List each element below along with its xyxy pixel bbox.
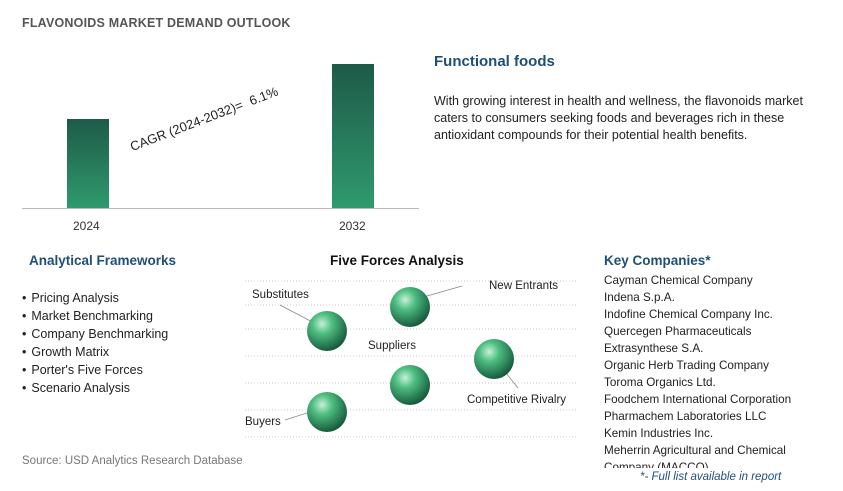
key-companies-list: Cayman Chemical Company Indena S.p.A. In…	[604, 272, 834, 468]
new-entrants-sphere	[390, 287, 430, 327]
list-item: Organic Herb Trading Company	[604, 359, 769, 372]
substitutes-sphere	[307, 311, 347, 351]
key-companies-title: Key Companies*	[604, 253, 711, 268]
bar-2032	[332, 64, 374, 208]
x-tick-2024: 2024	[73, 219, 100, 233]
cagr-annotation: CAGR (2024-2032)=6.1%	[128, 84, 280, 154]
list-item: Meherrin Agricultural and Chemical Compa…	[604, 444, 786, 468]
list-item: Foodchem International Corporation	[604, 393, 792, 406]
list-item: Scenario Analysis	[22, 379, 168, 397]
page-title: FLAVONOIDS MARKET DEMAND OUTLOOK	[22, 16, 291, 30]
label-substitutes: Substitutes	[252, 289, 309, 301]
list-item: Growth Matrix	[22, 343, 168, 361]
list-item: Porter's Five Forces	[22, 361, 168, 379]
competitive-rivalry-sphere	[474, 339, 514, 379]
label-competitive-rivalry: Competitive Rivalry	[467, 394, 567, 406]
analytical-frameworks-list: Pricing Analysis Market Benchmarking Com…	[22, 289, 168, 397]
list-item: Indofine Chemical Company Inc.	[604, 308, 773, 321]
list-item: Pricing Analysis	[22, 289, 168, 307]
five-forces-diagram	[245, 280, 578, 438]
label-new-entrants: New Entrants	[489, 280, 559, 292]
bar-2024	[67, 119, 109, 208]
label-suppliers: Suppliers	[368, 340, 416, 352]
list-item: Market Benchmarking	[22, 307, 168, 325]
buyers-sphere	[307, 392, 347, 432]
list-item: Quercegen Pharmaceuticals	[604, 325, 752, 338]
list-item: Indena S.p.A.	[604, 291, 675, 304]
cagr-value: 6.1%	[247, 83, 281, 109]
x-tick-2032: 2032	[339, 219, 366, 233]
suppliers-sphere	[390, 365, 430, 405]
source-note: Source: USD Analytics Research Database	[22, 455, 243, 467]
analytical-frameworks-title: Analytical Frameworks	[29, 253, 177, 268]
cagr-label: CAGR (2024-2032)=	[128, 97, 246, 155]
chart-baseline	[22, 208, 419, 209]
segment-description: With growing interest in health and well…	[434, 94, 803, 142]
segment-title: Functional foods	[434, 53, 555, 70]
list-item: Kemin Industries Inc.	[604, 427, 714, 440]
list-item: Cayman Chemical Company	[604, 274, 753, 287]
full-list-note: *- Full list available in report	[640, 471, 782, 483]
five-forces-title: Five Forces Analysis	[330, 253, 464, 268]
list-item: Toroma Organics Ltd.	[604, 376, 716, 389]
label-buyers: Buyers	[245, 416, 281, 428]
list-item: Pharmachem Laboratories LLC	[604, 410, 767, 423]
list-item: Company Benchmarking	[22, 325, 168, 343]
list-item: Extrasynthese S.A.	[604, 342, 704, 355]
